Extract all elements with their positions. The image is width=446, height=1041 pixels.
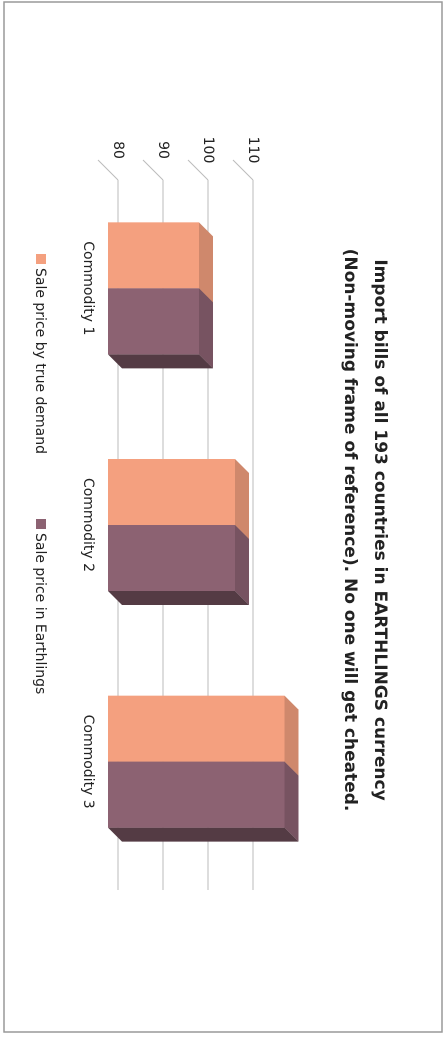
bar-top [199,288,213,369]
bar [108,288,199,355]
bar [108,761,285,828]
bar [108,695,285,762]
legend-label: Sale price by true demand [32,268,48,454]
bar-top [235,525,249,605]
bar-side [108,354,213,369]
bar-side [108,827,299,842]
chart-title: Import bills of all 193 countries in EAR… [370,259,390,800]
y-tick-label: 90 [155,141,171,159]
bar [108,459,235,525]
grid-line [187,159,209,181]
grid-line [97,159,119,181]
rotated-chart: Import bills of all 193 countries in EAR… [32,137,390,890]
x-tick-label: Commodity 1 [80,241,96,335]
y-tick-label: 110 [245,137,261,164]
x-tick-label: Commodity 3 [80,715,96,809]
bar [108,222,199,289]
y-tick-label: 80 [110,141,126,159]
bar-side [108,591,249,605]
legend-swatch [36,254,46,264]
bar-top [284,695,299,776]
legend-swatch [36,519,46,529]
bar-top [284,761,299,842]
chart-subtitle: (Non-moving frame of reference). No one … [340,249,360,812]
y-tick-label: 100 [200,137,216,164]
bar [108,525,235,591]
bar-top [199,222,213,303]
bar-top [235,459,249,539]
grid-line [232,159,254,181]
legend-label: Sale price in Earthlings [32,533,48,694]
grid-line [142,159,164,181]
x-tick-label: Commodity 2 [80,478,96,572]
chart-border [3,1,443,1033]
